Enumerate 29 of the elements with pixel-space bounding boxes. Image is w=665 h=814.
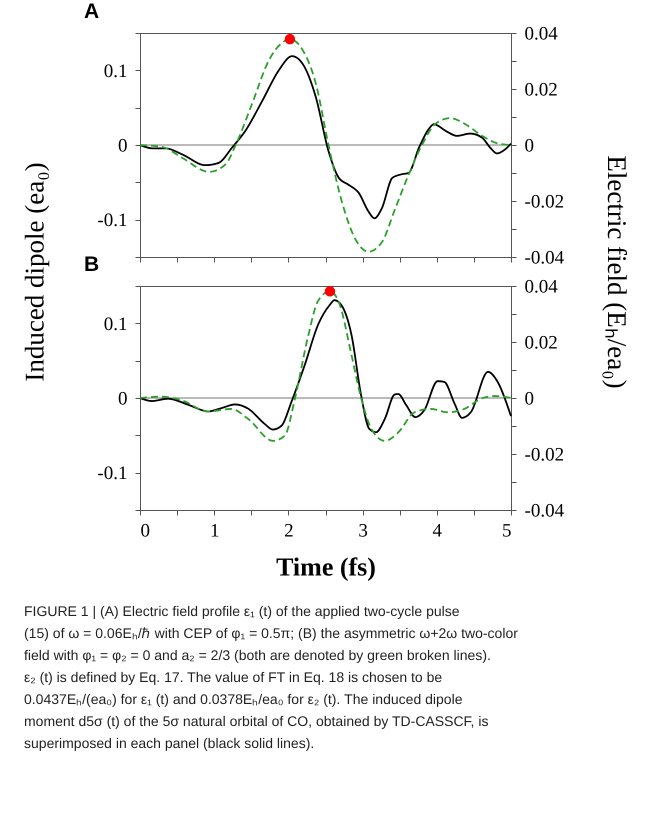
y-axis-title: Induced dipole (ea₀) [19, 162, 50, 382]
x-tick-label: 1 [210, 520, 220, 542]
y2-tick-label: -0.04 [524, 500, 565, 522]
y2-tick-label: 0.02 [524, 80, 558, 100]
x-tick-label: 0 [140, 520, 150, 542]
chart-title: B [84, 253, 100, 276]
chart-title: A [84, 0, 100, 23]
y2-axis-title: Electric field (Eₕ/ea₀) [602, 155, 632, 389]
y2-tick-label: 0.04 [524, 24, 558, 44]
x-tick-label: 3 [358, 520, 368, 542]
y-tick-label: 0 [118, 136, 128, 156]
x-tick-label: 2 [284, 520, 294, 542]
y2-tick-label: 0 [524, 388, 534, 410]
y-tick-label: -0.1 [97, 210, 128, 232]
y2-tick-label: -0.02 [524, 444, 564, 466]
x-axis-title: Time (fs) [276, 552, 376, 582]
y2-tick-label: -0.02 [524, 192, 564, 212]
y2-tick-label: -0.04 [524, 248, 565, 268]
caption: FIGURE 1 | (A) Electric field profile ε₁ (t) of the applied two-cycle pulse (15) of ω = 0.06Eₕ/ℏ with CEP of φ₁ = 0.5π; (B) the asymmetric ω+2ω two-color field with φ₁ = φ₂ = 0 and a₂ = 2/3 (both are denoted by green broken lines). ε₂ (t) is defined by Eq. 17. The value of FT in Eq. 18 is chosen to be 0.0437Eₕ/(ea₀) for ε₁ (t) and 0.0378Eₕ/ea₀ for ε₂ (t). The induced dipole moment d5σ (t) of the 5σ natural orbital of CO, obtained by TD-CASSCF, is superimposed in each panel (black solid lines). [24, 603, 518, 751]
y-tick-label: 0.1 [104, 314, 128, 335]
y2-tick-label: 0.04 [524, 276, 558, 298]
y2-tick-label: 0 [524, 136, 534, 156]
x-tick-label: 4 [432, 520, 443, 542]
y-tick-label: 0.1 [104, 60, 128, 82]
y-tick-label: 0 [118, 388, 128, 410]
y-tick-label: -0.1 [97, 463, 128, 484]
y2-tick-label: 0.02 [524, 332, 558, 354]
x-tick-label: 5 [502, 520, 512, 542]
line-series [139, 55, 512, 220]
